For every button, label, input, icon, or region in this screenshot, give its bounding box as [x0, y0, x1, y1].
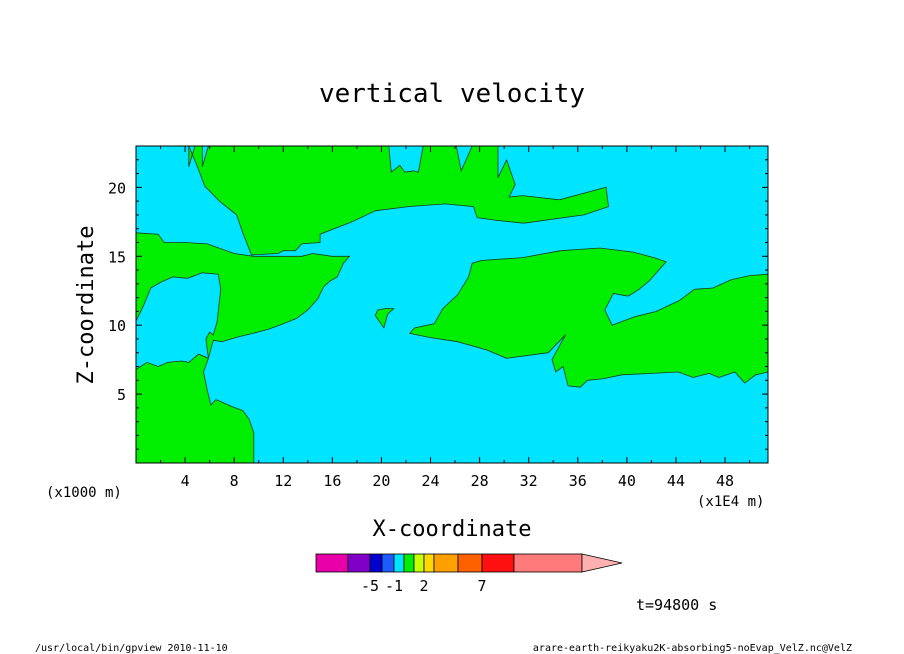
colorbar-cell	[433, 553, 459, 573]
x-axis-label: X-coordinate	[373, 517, 532, 542]
colorbar-cell	[513, 553, 583, 573]
time-label: t=94800 s	[636, 596, 717, 614]
x-tick-label: 12	[274, 472, 292, 490]
y-axis-unit: (x1000 m)	[46, 485, 122, 501]
x-tick-label: 20	[372, 472, 390, 490]
colorbar-cell	[457, 553, 483, 573]
y-tick-label: 5	[117, 386, 126, 404]
colorbar-cell	[347, 553, 371, 573]
colorbar-extend-arrow	[581, 553, 623, 573]
footer-left: /usr/local/bin/gpview 2010-11-10	[35, 643, 228, 654]
colorbar-tick-label: 2	[419, 577, 428, 595]
colorbar-tick-label: -5	[361, 577, 379, 595]
y-axis-ticks: 5 10 15 20	[108, 159, 768, 450]
y-tick-label: 20	[108, 179, 126, 197]
positive-region-left	[136, 232, 351, 463]
contour-regions	[136, 146, 768, 463]
x-tick-label: 32	[520, 472, 538, 490]
positive-region-top	[188, 146, 609, 256]
x-tick-label: 48	[716, 472, 734, 490]
x-tick-label: 44	[667, 472, 685, 490]
colorbar-cell	[393, 553, 405, 573]
x-tick-label: 24	[421, 472, 439, 490]
colorbar-cell	[403, 553, 415, 573]
chart-title: vertical velocity	[319, 79, 585, 109]
x-axis-ticks: 4 8 12 16 20 24 28 32 36 40 44 48	[160, 146, 751, 490]
x-tick-label: 36	[569, 472, 587, 490]
colorbar-cell	[369, 553, 383, 573]
colorbar-ticks: -5 -1 2 7	[361, 577, 487, 595]
footer-right: arare-earth-reikyaku2K-absorbing5-noEvap…	[533, 643, 852, 654]
plot-frame	[135, 145, 769, 464]
colorbar-cell	[413, 553, 425, 573]
y-axis-label: Z-coordinate	[74, 226, 99, 385]
colorbar-cell	[381, 553, 395, 573]
x-tick-label: 8	[230, 472, 239, 490]
colorbar-cell	[423, 553, 435, 573]
x-tick-label: 40	[618, 472, 636, 490]
positive-region-small	[374, 308, 395, 329]
positive-region-right	[408, 247, 768, 388]
x-tick-label: 4	[181, 472, 190, 490]
colorbar-cell	[315, 553, 349, 573]
x-axis-unit: (x1E4 m)	[697, 494, 764, 510]
colorbar-cell	[481, 553, 515, 573]
colorbar-tick-label: 7	[477, 577, 486, 595]
x-tick-label: 28	[471, 472, 489, 490]
x-tick-label: 16	[323, 472, 341, 490]
y-tick-label: 15	[108, 248, 126, 266]
y-tick-label: 10	[108, 317, 126, 335]
colorbar	[315, 553, 623, 573]
colorbar-tick-label: -1	[385, 577, 403, 595]
